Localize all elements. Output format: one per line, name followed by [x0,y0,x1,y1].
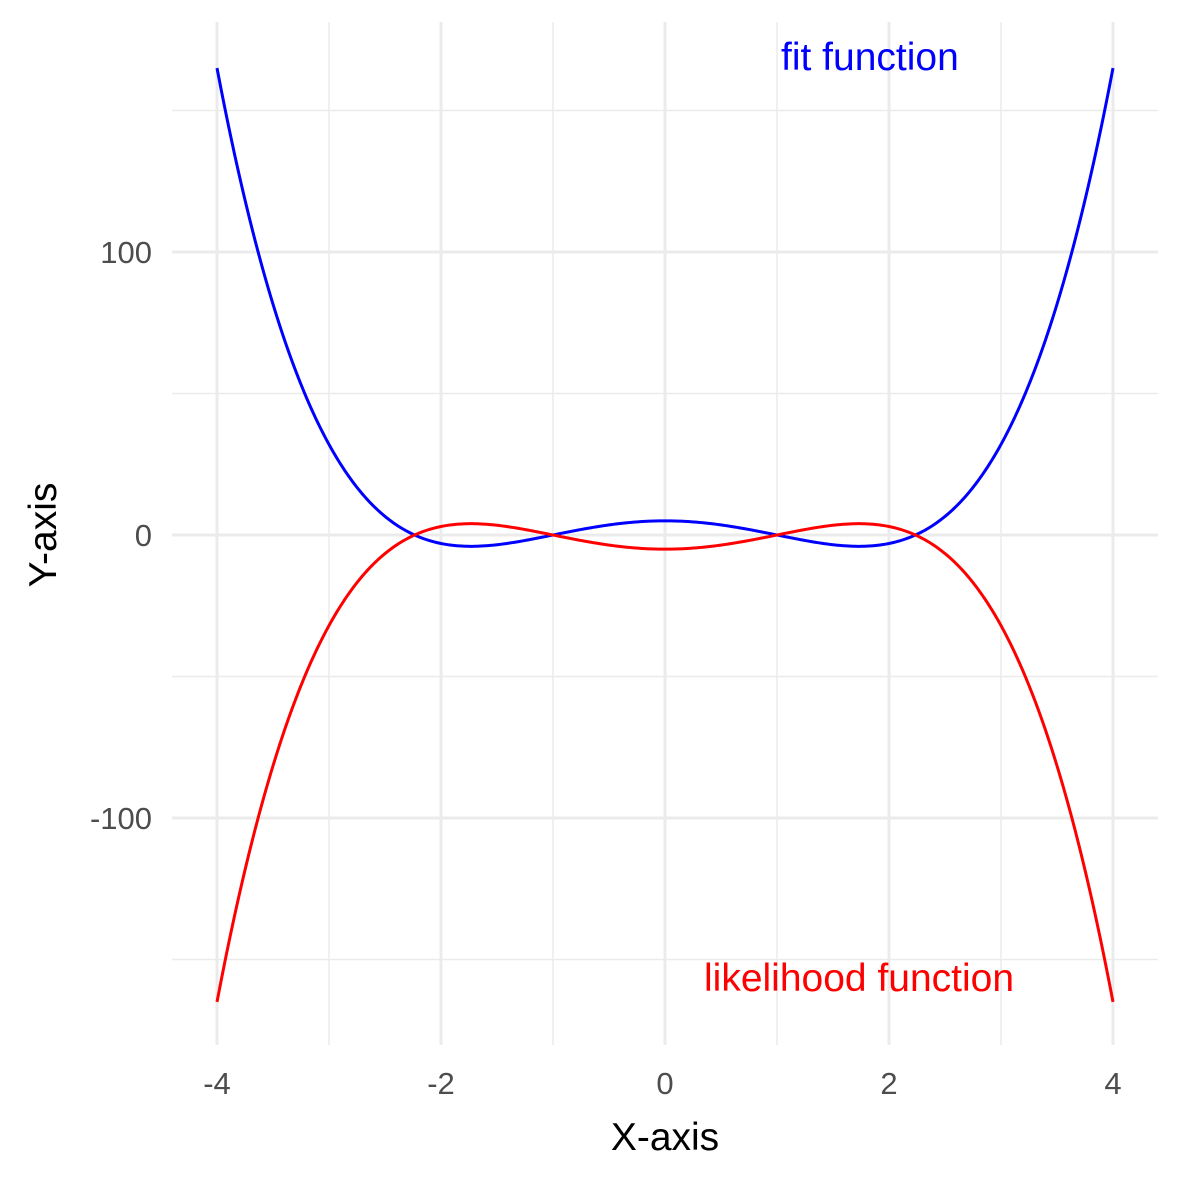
likelihood-function-annotation: likelihood function [704,957,1014,1000]
x-tick-label: 4 [1104,1066,1121,1101]
y-tick-label: 0 [135,518,152,553]
x-tick-labels: -4 -2 0 2 4 [203,1066,1121,1101]
x-tick-label: 0 [656,1066,673,1101]
y-tick-label: -100 [90,801,152,836]
y-axis-title: Y-axis [22,483,65,588]
x-axis-title: X-axis [611,1116,719,1159]
major-gridlines [172,22,1158,1045]
y-tick-label: 100 [100,235,152,270]
x-tick-label: 2 [880,1066,897,1101]
series-lines [215,67,1115,1003]
likelihood-function-line [215,522,1115,1003]
x-tick-label: -2 [427,1066,455,1101]
x-tick-label: -4 [203,1066,231,1101]
y-tick-labels: -100 0 100 [90,235,152,836]
fit-function-annotation: fit function [781,36,959,79]
fit-function-line [215,67,1115,548]
